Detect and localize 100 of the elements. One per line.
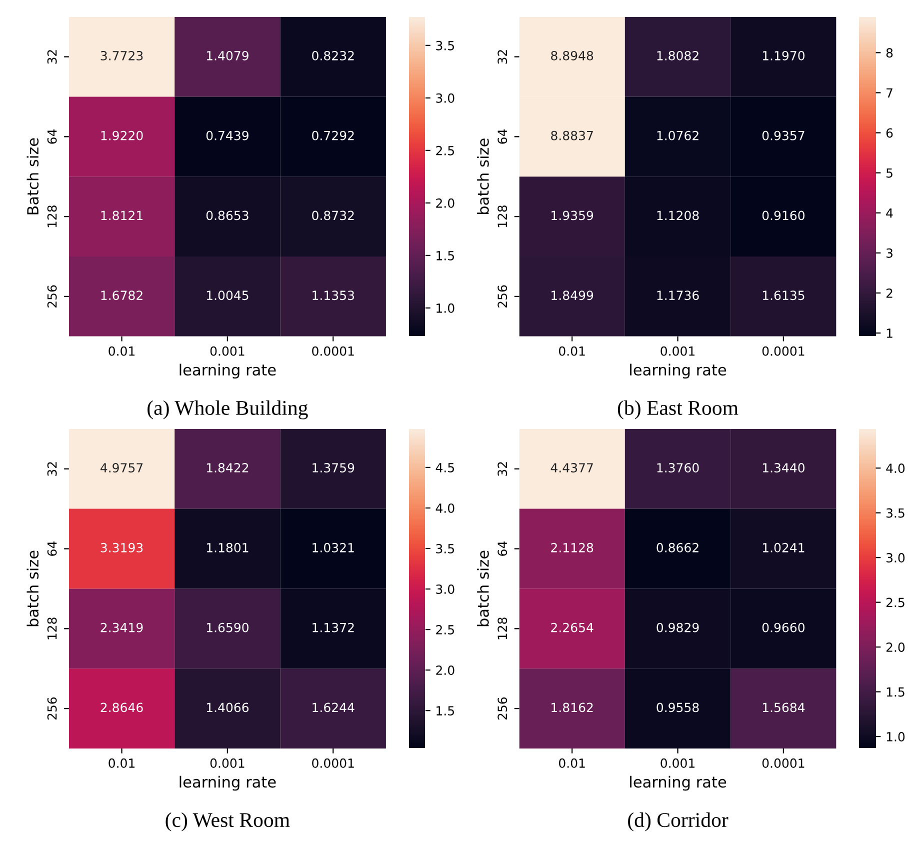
data-label: 1.1372 [312,622,354,632]
data-label: 1.4079 [206,50,248,60]
data-label: 1.6590 [206,622,248,632]
y-tick-label: 128 [47,618,57,640]
x-tick-label: 0.001 [210,346,244,356]
data-label: 2.8646 [100,702,143,712]
data-label: 0.7439 [206,130,248,140]
x-tick-label: 0.01 [108,758,135,768]
color-bar-label: 2.0 [436,198,454,208]
color-bar-label: 3.5 [436,40,454,50]
y-axis-title: batch size [477,550,489,626]
color-bar-label: 4.0 [436,503,454,513]
color-bar-label: 3.0 [436,93,454,103]
data-label: 1.3759 [312,463,354,472]
data-label: 1.8082 [657,50,698,60]
y-tick-label: 32 [47,50,57,64]
color-bar-label: 3 [886,248,892,258]
x-tick-label: 0.0001 [312,758,354,768]
color-bar-label: 4.5 [436,463,454,472]
data-label: 0.9660 [762,622,804,632]
x-axis-title: learning rate [630,364,726,379]
data-label: 8.8948 [551,50,594,60]
color-bar-label: 6 [886,128,893,138]
data-label: 1.0321 [312,542,354,552]
data-label: 1.3760 [657,463,699,472]
data-label: 1.1736 [657,290,699,300]
data-label: 1.1801 [206,542,248,552]
data-label: 0.9160 [762,210,804,220]
data-label: 1.8162 [552,702,593,712]
x-axis-title: learning rate [630,776,726,791]
color-bar-label: 2.5 [436,625,454,634]
color-bar-label: 8 [886,48,893,58]
x-tick-label: 0.01 [558,346,585,356]
data-label: 0.8662 [656,542,698,552]
color-bar-label: 2.0 [436,666,454,675]
color-bar-label: 1.5 [886,687,904,697]
data-label: 1.8499 [552,290,594,300]
data-label: 3.3193 [100,542,143,552]
data-label: 1.4066 [206,702,249,712]
data-label: 8.8837 [551,130,593,140]
y-tick-label: 256 [47,697,57,720]
data-label: 1.1970 [762,50,804,60]
y-tick-label: 64 [498,542,508,556]
color-bar-label: 4 [886,208,893,218]
x-axis-title: learning rate [180,776,276,791]
text: (c) West Room [166,812,290,832]
data-label: 1.0762 [657,130,698,140]
x-tick-label: 0.001 [660,346,694,356]
x-tick-label: 0.0001 [762,758,804,768]
data-label: 1.5684 [762,702,805,712]
y-tick-label: 32 [47,462,57,476]
y-tick-label: 64 [47,542,57,556]
data-label: 1.6782 [101,290,142,300]
color-bar-label: 3.5 [886,508,904,518]
y-tick-label: 32 [498,462,508,476]
color-bar-label: 1.0 [886,732,905,742]
data-label: 0.9558 [656,702,699,712]
color-bar-label: 2.0 [886,642,905,652]
data-label: 0.7292 [312,130,354,140]
data-label: 1.3440 [762,463,804,472]
color-bar-label: 1 [886,328,892,338]
color-bar-label: 7 [886,88,892,98]
color-bar-label: 2 [886,288,892,298]
color-bar-label: 3.0 [436,584,454,594]
data-label: 2.2654 [551,622,594,632]
color-bar-label: 5 [886,168,892,178]
y-tick-label: 64 [47,129,57,144]
data-label: 1.9359 [552,210,594,220]
color-bar-label: 1.0 [436,303,454,313]
data-label: 1.0045 [206,290,248,300]
data-label: 0.8232 [312,50,354,60]
x-tick-label: 0.01 [108,346,135,356]
data-label: 1.1353 [312,290,354,300]
text: (d) Corridor [628,812,728,832]
y-tick-label: 128 [498,205,508,228]
text: (a) Whole Building [148,400,308,420]
color-bar-label: 3.0 [886,553,905,562]
data-label: 0.9357 [762,130,804,140]
y-axis-title: Batch size [26,138,39,214]
y-tick-label: 256 [498,697,508,720]
y-axis-title: batch size [26,550,39,626]
x-tick-label: 0.001 [210,758,244,768]
data-label: 2.1128 [551,542,594,552]
data-label: 2.3419 [100,622,143,632]
y-tick-label: 256 [498,285,508,308]
data-label: 3.7723 [100,50,143,60]
data-label: 0.9829 [656,622,699,632]
data-label: 1.6135 [762,290,804,300]
data-label: 1.8121 [101,210,142,220]
data-label: 1.1208 [657,210,699,220]
color-bar-label: 2.5 [886,598,904,608]
color-bar-label: 1.5 [436,251,454,260]
x-tick-label: 0.0001 [312,346,354,356]
data-label: 1.0241 [762,542,804,552]
x-axis-title: learning rate [180,364,276,379]
x-tick-label: 0.0001 [762,346,804,356]
x-tick-label: 0.001 [660,758,694,768]
y-tick-label: 256 [47,285,57,308]
data-label: 0.8653 [206,210,248,220]
color-bar-label: 3.5 [436,544,454,554]
